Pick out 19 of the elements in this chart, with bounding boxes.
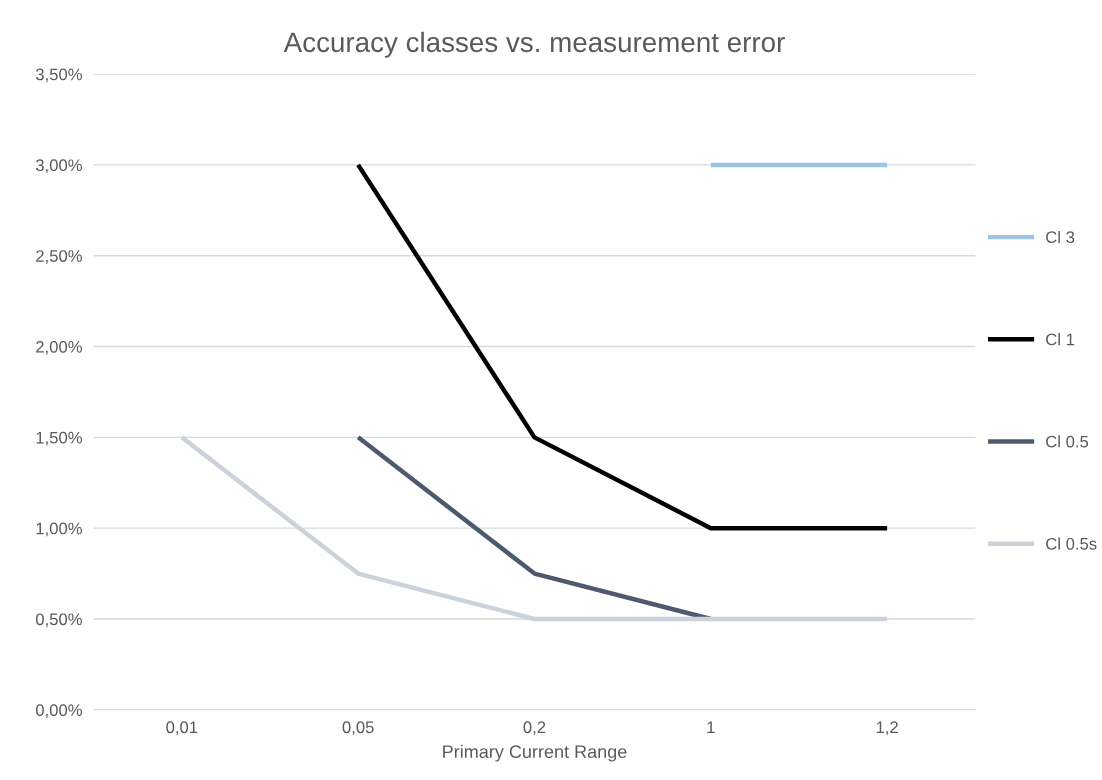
- y-tick-label: 3,00%: [35, 159, 82, 174]
- legend-label: Cl 3: [1046, 230, 1075, 244]
- y-tick-label: 1,50%: [36, 431, 82, 446]
- x-tick-label: 0,2: [523, 721, 546, 736]
- y-tick-label: 0,00%: [35, 704, 82, 718]
- y-tick-label: 0,50%: [35, 613, 82, 628]
- x-tick-label: 0,05: [342, 721, 374, 736]
- x-tick-label: 1,2: [876, 721, 898, 736]
- y-tick-label: 3,50%: [35, 68, 82, 83]
- legend-label: Cl 0.5s: [1046, 537, 1097, 550]
- x-tick-label: 0,01: [166, 721, 198, 736]
- chart-title: Accuracy classes vs. measurement error: [283, 31, 785, 58]
- y-tick-label: 2,50%: [36, 250, 82, 264]
- x-tick-label: 1: [707, 721, 715, 733]
- legend-label: Cl 1: [1046, 333, 1075, 346]
- y-tick-label: 1,00%: [36, 522, 82, 537]
- y-tick-label: 2,00%: [36, 340, 82, 355]
- x-axis-title: Primary Current Range: [443, 744, 627, 762]
- legend-label: Cl 0.5: [1046, 435, 1089, 448]
